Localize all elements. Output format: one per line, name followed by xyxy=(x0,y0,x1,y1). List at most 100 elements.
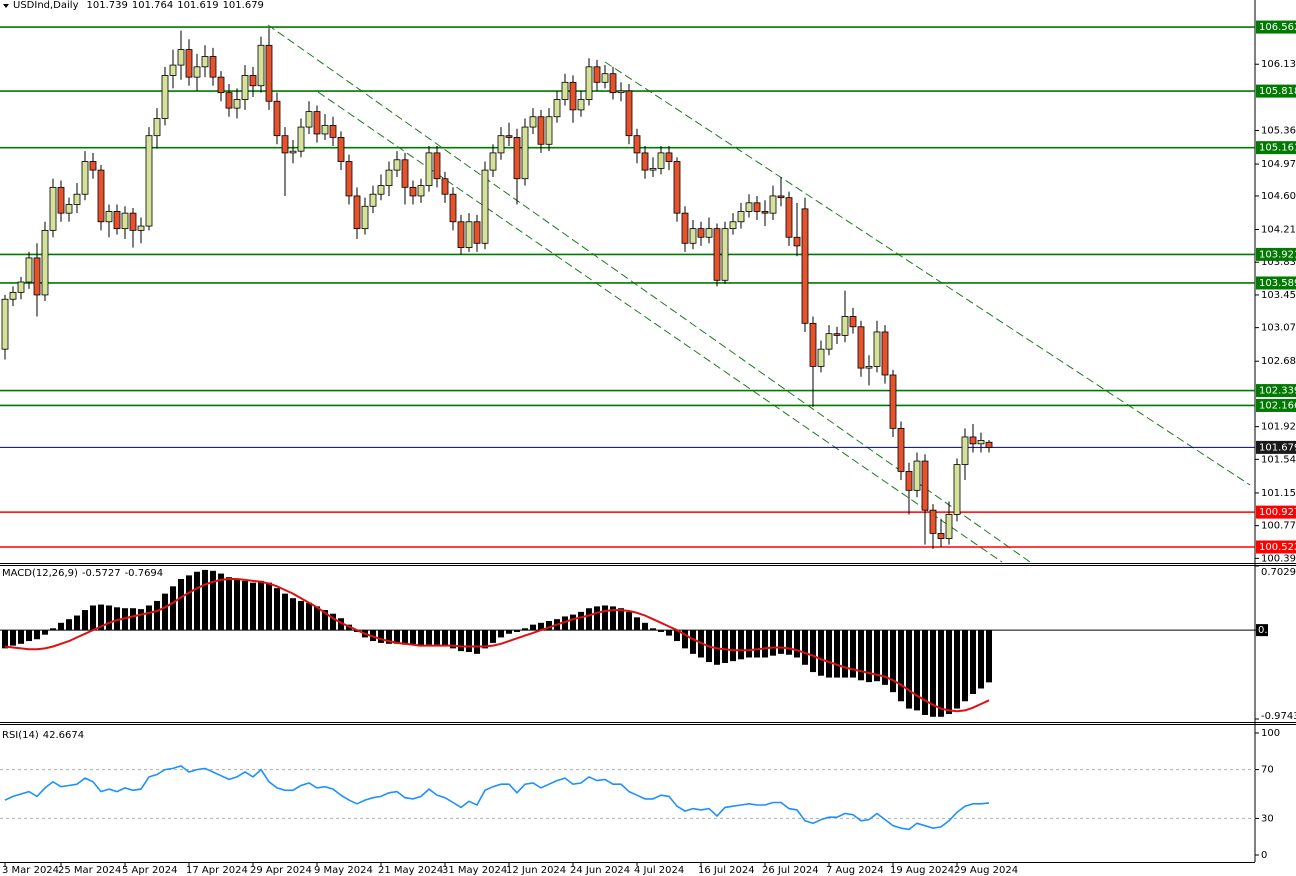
x-tick-label: 3 Mar 2024 xyxy=(2,865,59,876)
macd-bar xyxy=(442,630,448,646)
candle-body xyxy=(593,66,601,83)
candle-body xyxy=(865,365,873,369)
candle-body xyxy=(505,135,513,138)
candle-body xyxy=(209,56,217,78)
macd-bar xyxy=(746,630,752,658)
y-tick-label: 101.540 xyxy=(1261,454,1296,465)
level-label: 105.161 xyxy=(1259,143,1296,154)
candle-body xyxy=(201,56,209,68)
macd-bar xyxy=(610,606,616,631)
y-tick-label: 70 xyxy=(1261,765,1274,776)
macd-bar xyxy=(386,630,392,644)
macd-bar xyxy=(874,630,880,682)
candle-body xyxy=(417,185,425,197)
candle-body xyxy=(625,90,633,137)
candle-body xyxy=(857,326,865,369)
candle-body xyxy=(217,76,225,94)
macd-bar xyxy=(282,593,288,631)
candle-body xyxy=(889,374,897,429)
candle-body xyxy=(81,161,89,195)
macd-bar xyxy=(178,579,184,631)
level-label-box xyxy=(1256,84,1296,98)
macd-bar xyxy=(226,577,232,631)
candle-body xyxy=(569,81,577,111)
candle-body xyxy=(273,100,281,137)
candle-body xyxy=(169,64,177,76)
macd-bar xyxy=(866,630,872,683)
candle-body xyxy=(905,471,913,491)
y-tick-label: 103.450 xyxy=(1261,290,1296,301)
macd-bar xyxy=(882,630,888,685)
macd-bar xyxy=(50,628,56,631)
level-label: 100.522 xyxy=(1259,542,1296,553)
x-tick-label: 9 May 2024 xyxy=(314,865,373,876)
macd-bar xyxy=(722,630,728,663)
macd-bar xyxy=(242,580,248,631)
level-label-box xyxy=(1256,141,1296,155)
candle-body xyxy=(681,212,689,244)
macd-bar xyxy=(834,630,840,678)
y-tick-label: 106.130 xyxy=(1261,59,1296,70)
candle-body xyxy=(49,186,57,231)
macd-bar xyxy=(90,605,96,631)
header-value: 101.739 xyxy=(86,0,127,11)
candle-body xyxy=(913,460,921,491)
candle-body xyxy=(433,152,441,180)
candle-body xyxy=(393,159,401,171)
macd-bar xyxy=(394,630,400,644)
candle-body xyxy=(265,44,273,102)
macd-bar xyxy=(954,630,960,709)
x-tick-label: 17 Apr 2024 xyxy=(186,865,248,876)
candle-body xyxy=(113,211,121,230)
candle-body xyxy=(401,159,409,188)
x-tick-label: 25 Mar 2024 xyxy=(58,865,121,876)
candle-body xyxy=(817,348,825,367)
candle-body xyxy=(449,193,457,223)
candle-body xyxy=(129,212,137,231)
macd-signal xyxy=(4,578,990,713)
x-tick-label: 26 Jul 2024 xyxy=(762,865,819,876)
candle-body xyxy=(57,186,65,214)
level-label: 103.921 xyxy=(1259,249,1296,260)
candle-body xyxy=(609,73,617,94)
y-tick-label: 100 xyxy=(1261,728,1280,739)
candle-body xyxy=(25,257,33,283)
macd-bar xyxy=(922,630,928,715)
candle-body xyxy=(345,161,353,197)
candle-body xyxy=(929,509,937,534)
level-label: 103.589 xyxy=(1259,278,1296,289)
candle-body xyxy=(649,167,657,171)
candle-body xyxy=(881,331,889,376)
macd-bar xyxy=(818,630,824,676)
x-tick-label: 21 May 2024 xyxy=(378,865,443,876)
macd-bar xyxy=(786,630,792,655)
candle-body xyxy=(521,126,529,180)
macd-bar xyxy=(810,630,816,673)
candle-body xyxy=(185,49,193,78)
macd-bar xyxy=(770,630,776,656)
level-label-box xyxy=(1256,505,1296,519)
candle-body xyxy=(137,225,145,231)
symbol-title: USDInd,Daily xyxy=(13,0,79,11)
candle-body xyxy=(233,99,241,109)
macd-bar xyxy=(378,630,384,643)
macd-bar xyxy=(938,630,944,717)
macd-bar xyxy=(34,630,40,640)
macd-bar xyxy=(474,630,480,654)
macd-bar xyxy=(946,630,952,715)
candle-body xyxy=(849,316,857,328)
macd-bar xyxy=(154,600,160,631)
macd-bar xyxy=(730,630,736,662)
candle-body xyxy=(41,229,49,296)
candle-body xyxy=(633,135,641,154)
macd-bar xyxy=(2,630,8,649)
candle-body xyxy=(737,211,745,223)
menu-arrow xyxy=(3,4,9,8)
macd-bar xyxy=(210,570,216,631)
macd-bar xyxy=(162,593,168,631)
candle-body xyxy=(409,186,417,197)
level-label-box xyxy=(1256,440,1296,454)
macd-bar xyxy=(690,630,696,654)
macd-bar xyxy=(466,630,472,653)
